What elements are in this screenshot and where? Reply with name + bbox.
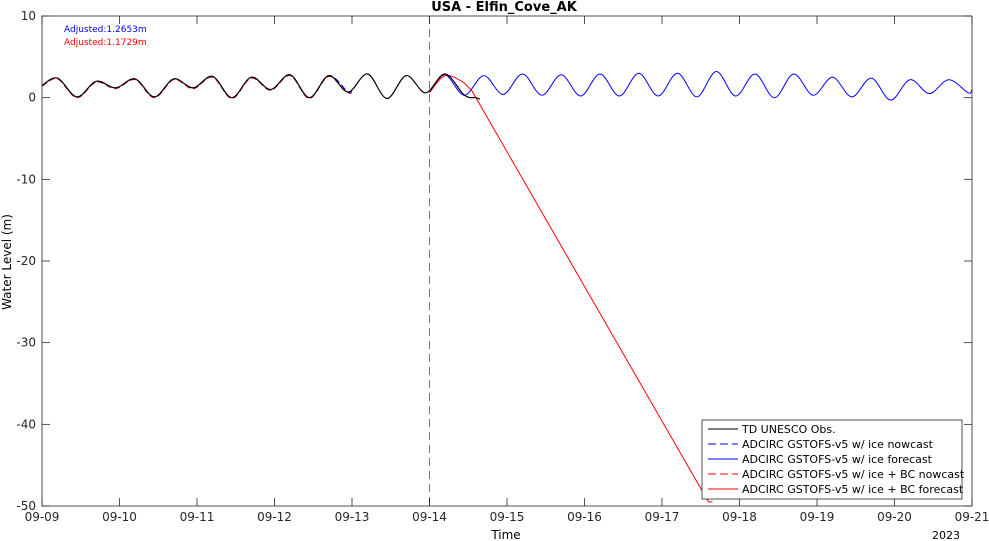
x-tick-label: 09-19 xyxy=(800,510,835,524)
legend-label: ADCIRC GSTOFS-v5 w/ ice nowcast xyxy=(742,438,934,451)
x-tick-label: 09-14 xyxy=(412,510,447,524)
x-tick-label: 09-12 xyxy=(257,510,292,524)
x-tick-label: 09-17 xyxy=(645,510,680,524)
x-tick-label: 09-15 xyxy=(490,510,525,524)
x-axis-label: Time xyxy=(490,528,520,541)
annotation-adjusted-blue: Adjusted:1.2653m xyxy=(64,25,147,35)
series-line-2 xyxy=(429,70,973,101)
y-tick-label: -30 xyxy=(16,336,36,350)
x-tick-label: 09-09 xyxy=(25,510,60,524)
x-tick-label: 09-13 xyxy=(335,510,370,524)
y-tick-label: 0 xyxy=(28,91,36,105)
x-tick-label: 09-21 xyxy=(955,510,989,524)
series-line-0 xyxy=(41,73,481,100)
x-tick-label: 09-16 xyxy=(567,510,602,524)
y-tick-label: -10 xyxy=(16,172,36,186)
y-tick-label: -50 xyxy=(16,499,36,513)
y-axis-label: Water Level (m) xyxy=(0,214,14,310)
legend-label: ADCIRC GSTOFS-v5 w/ ice + BC forecast xyxy=(742,483,964,496)
series-line-4 xyxy=(429,74,713,503)
y-tick-label: -40 xyxy=(16,417,36,431)
x-tick-label: 09-10 xyxy=(102,510,137,524)
y-tick-label: -20 xyxy=(16,254,36,268)
chart-title: USA - Elfin_Cove_AK xyxy=(431,0,577,15)
x-tick-label: 09-18 xyxy=(722,510,757,524)
legend-label: ADCIRC GSTOFS-v5 w/ ice forecast xyxy=(742,453,933,466)
x-tick-label: 09-20 xyxy=(877,510,912,524)
legend-label: TD UNESCO Obs. xyxy=(741,423,836,436)
series-layer xyxy=(41,70,973,503)
legend-box xyxy=(701,419,963,500)
y-tick-label: 10 xyxy=(21,9,36,23)
legend: TD UNESCO Obs. ADCIRC GSTOFS-v5 w/ ice no… xyxy=(701,419,965,500)
x-tick-label: 09-11 xyxy=(180,510,215,524)
annotation-adjusted-red: Adjusted:1.1729m xyxy=(64,38,147,48)
legend-label: ADCIRC GSTOFS-v5 w/ ice + BC nowcast xyxy=(742,468,965,481)
year-label: 2023 xyxy=(932,529,960,541)
